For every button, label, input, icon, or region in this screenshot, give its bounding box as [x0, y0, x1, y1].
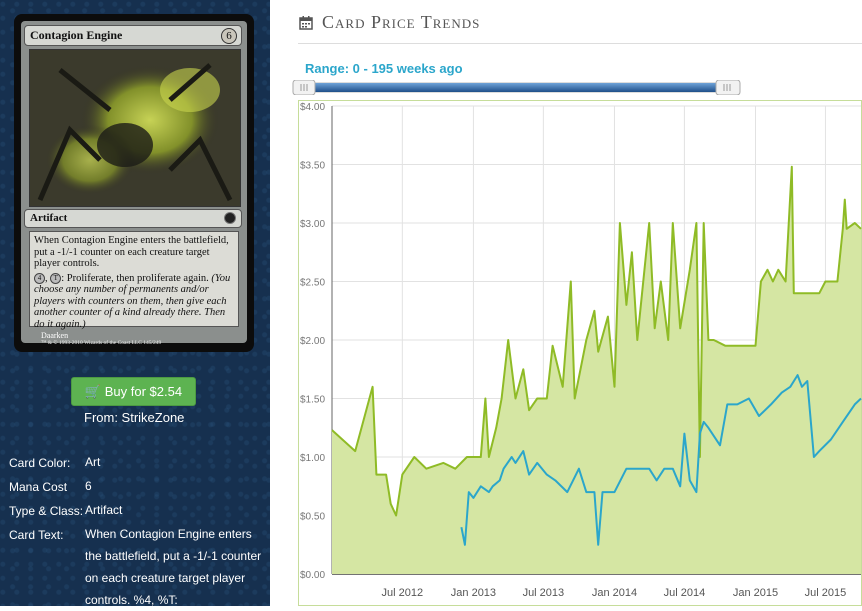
attribute-value: Artifact — [85, 503, 123, 517]
y-tick-label: $2.50 — [300, 278, 325, 289]
card-type: Artifact — [30, 212, 68, 224]
retail-price-area — [332, 166, 861, 575]
reminder-text: (You choose any number of permanents and… — [34, 272, 231, 330]
x-tick-label: Jan 2013 — [451, 587, 496, 599]
card-name: Contagion Engine — [30, 28, 123, 42]
y-tick-label: $3.00 — [300, 219, 325, 230]
attribute-label: Mana Cost — [9, 480, 68, 494]
range-slider[interactable] — [292, 80, 742, 95]
panel-title: Card Price Trends — [322, 12, 481, 32]
y-tick-label: $0.50 — [300, 512, 325, 523]
buylist-price-line — [460, 374, 862, 546]
card-sidebar: Contagion Engine 6 — [0, 0, 270, 607]
card-frame: Contagion Engine 6 — [21, 21, 247, 346]
price-chart: $0.00 $0.50 $1.00 $1.50 $2.00 $2.50 $3.00 $3.50… — [298, 100, 862, 606]
x-tick-label: Jan 2015 — [733, 587, 778, 599]
card-rules-text: When Contagion Engine enters the battlef… — [34, 235, 229, 269]
attribute-value: Art — [85, 455, 101, 469]
attribute-label: Card Text: — [9, 528, 64, 542]
y-tick-label: $1.50 — [300, 395, 325, 406]
x-tick-label: Jan 2014 — [592, 587, 637, 599]
y-tick-label: $3.50 — [300, 161, 325, 172]
artist-credit: Daarken — [41, 331, 69, 340]
y-tick-label: $1.00 — [300, 453, 325, 464]
generic-mana-icon: 4 — [34, 272, 45, 284]
card-image: Contagion Engine 6 — [14, 14, 254, 352]
copyright-line: ™ & © 1993-2010 Wizards of the Coast LLC… — [41, 340, 162, 346]
chart-plot — [331, 165, 862, 575]
card-artwork — [29, 49, 241, 207]
attribute-value: When Contagion Engine enters the battlef… — [85, 527, 262, 607]
seller-source: From: StrikeZone — [84, 410, 185, 425]
attribute-label: Card Color: — [9, 456, 71, 470]
range-handle-max[interactable] — [715, 80, 741, 95]
retail-price-line — [331, 165, 862, 517]
y-tick-label: $2.00 — [300, 336, 325, 347]
card-ability: 4, T: Proliferate, then proliferate agai… — [34, 272, 231, 330]
calendar-icon — [299, 16, 313, 30]
card-text-box: When Contagion Engine enters the battlef… — [29, 231, 239, 330]
x-axis: Jul 2012 Jan 2013 Jul 2013 Jan 2014 Jul 2014… — [382, 587, 847, 599]
tap-symbol-icon: T — [50, 272, 62, 284]
range-handle-min[interactable] — [292, 80, 316, 95]
y-axis: $0.00 $0.50 $1.00 $1.50 $2.00 $2.50 $3.00 $3.50… — [300, 102, 325, 581]
x-tick-label: Jul 2014 — [664, 587, 706, 599]
mana-cost-symbol: 6 — [221, 28, 237, 44]
y-tick-label: $0.00 — [300, 570, 325, 581]
ability-text: : Proliferate, then proliferate again. — [61, 272, 209, 284]
cart-icon: 🛒 — [84, 384, 102, 399]
x-tick-label: Jul 2013 — [523, 587, 565, 599]
attribute-value: 6 — [85, 479, 92, 493]
buy-button[interactable]: 🛒 Buy for $2.54 — [71, 377, 196, 406]
card-name-bar: Contagion Engine 6 — [24, 25, 242, 46]
set-symbol-icon — [224, 212, 236, 224]
attribute-label: Type & Class: — [9, 504, 84, 518]
title-divider — [298, 43, 862, 44]
card-type-bar: Artifact — [24, 209, 242, 228]
y-tick-label: $4.00 — [300, 102, 325, 113]
x-tick-label: Jul 2012 — [382, 587, 424, 599]
range-label: Range: 0 - 195 weeks ago — [305, 61, 463, 76]
x-tick-label: Jul 2015 — [805, 587, 847, 599]
buy-button-label: Buy for $2.54 — [104, 384, 183, 399]
